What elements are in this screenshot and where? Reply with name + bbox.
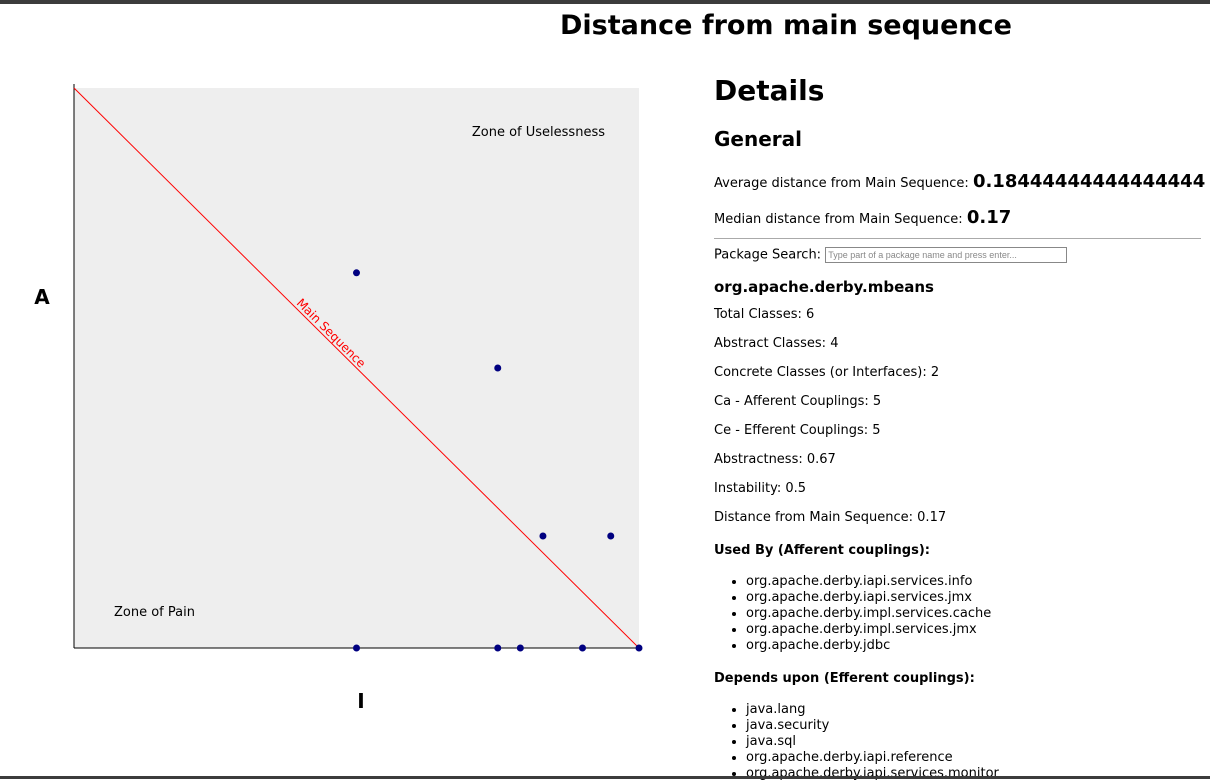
median-distance-stat: Median distance from Main Sequence: 0.17	[714, 207, 1206, 228]
zone-of-pain-label: Zone of Pain	[114, 605, 195, 620]
used-by-item: org.apache.derby.iapi.services.jmx	[746, 590, 1206, 606]
package-search-row: Package Search:	[714, 247, 1206, 263]
data-point	[579, 644, 586, 652]
data-point	[353, 269, 360, 277]
used-by-heading: Used By (Afferent couplings):	[714, 543, 930, 558]
x-axis-label: I	[357, 689, 364, 713]
average-distance-label: Average distance from Main Sequence:	[714, 176, 969, 191]
data-point	[494, 644, 502, 652]
average-distance-value: 0.18444444444444444	[972, 171, 1206, 192]
metric-row: Abstract Classes: 4	[714, 336, 839, 351]
top-border	[0, 0, 1210, 4]
median-distance-value: 0.17	[966, 207, 1012, 228]
package-search-label: Package Search:	[714, 247, 822, 263]
depends-upon-item: java.security	[746, 718, 1206, 734]
package-name: org.apache.derby.mbeans	[714, 278, 934, 296]
metric-row: Concrete Classes (or Interfaces): 2	[714, 365, 940, 380]
data-point	[353, 644, 360, 652]
used-by-item: org.apache.derby.impl.services.cache	[746, 606, 1206, 622]
used-by-item: org.apache.derby.iapi.services.info	[746, 574, 1206, 590]
data-point	[539, 532, 547, 540]
depends-upon-item: java.lang	[746, 702, 1206, 718]
used-by-item: org.apache.derby.jdbc	[746, 638, 1206, 654]
metric-row: Total Classes: 6	[714, 307, 815, 322]
used-by-list: org.apache.derby.iapi.services.infoorg.a…	[714, 574, 1206, 654]
divider	[714, 238, 1201, 239]
details-panel: Details General Average distance from Ma…	[714, 74, 1206, 782]
used-by-item: org.apache.derby.impl.services.jmx	[746, 622, 1206, 638]
page-title: Distance from main sequence	[560, 10, 1012, 41]
data-point	[607, 532, 615, 540]
metric-row: Ce - Efferent Couplings: 5	[714, 423, 881, 438]
y-axis-label: A	[34, 285, 50, 309]
bottom-border	[0, 776, 1210, 779]
main-sequence-line	[73, 87, 640, 649]
median-distance-label: Median distance from Main Sequence:	[714, 212, 963, 227]
details-heading: Details	[714, 74, 825, 107]
package-search-input[interactable]	[825, 247, 1068, 263]
depends-upon-heading: Depends upon (Efferent couplings):	[714, 671, 975, 686]
metric-row: Ca - Afferent Couplings: 5	[714, 394, 882, 409]
metric-row: Abstractness: 0.67	[714, 452, 836, 467]
package-metrics: Total Classes: 6 Abstract Classes: 4 Concr…	[714, 307, 1206, 539]
general-heading: General	[714, 127, 802, 151]
depends-upon-list: java.langjava.securityjava.sqlorg.apache…	[714, 702, 1206, 782]
data-point	[635, 644, 643, 652]
depends-upon-item: org.apache.derby.iapi.reference	[746, 750, 1206, 766]
metric-row: Distance from Main Sequence: 0.17	[714, 510, 947, 525]
metric-row: Instability: 0.5	[714, 481, 807, 496]
depends-upon-item: java.sql	[746, 734, 1206, 750]
depends-upon-item: org.apache.derby.iapi.services.monitor	[746, 766, 1206, 782]
average-distance-stat: Average distance from Main Sequence: 0.1…	[714, 171, 1206, 192]
data-point	[516, 644, 524, 652]
data-point	[494, 364, 502, 372]
zone-of-uselessness-label: Zone of Uselessness	[472, 125, 605, 140]
